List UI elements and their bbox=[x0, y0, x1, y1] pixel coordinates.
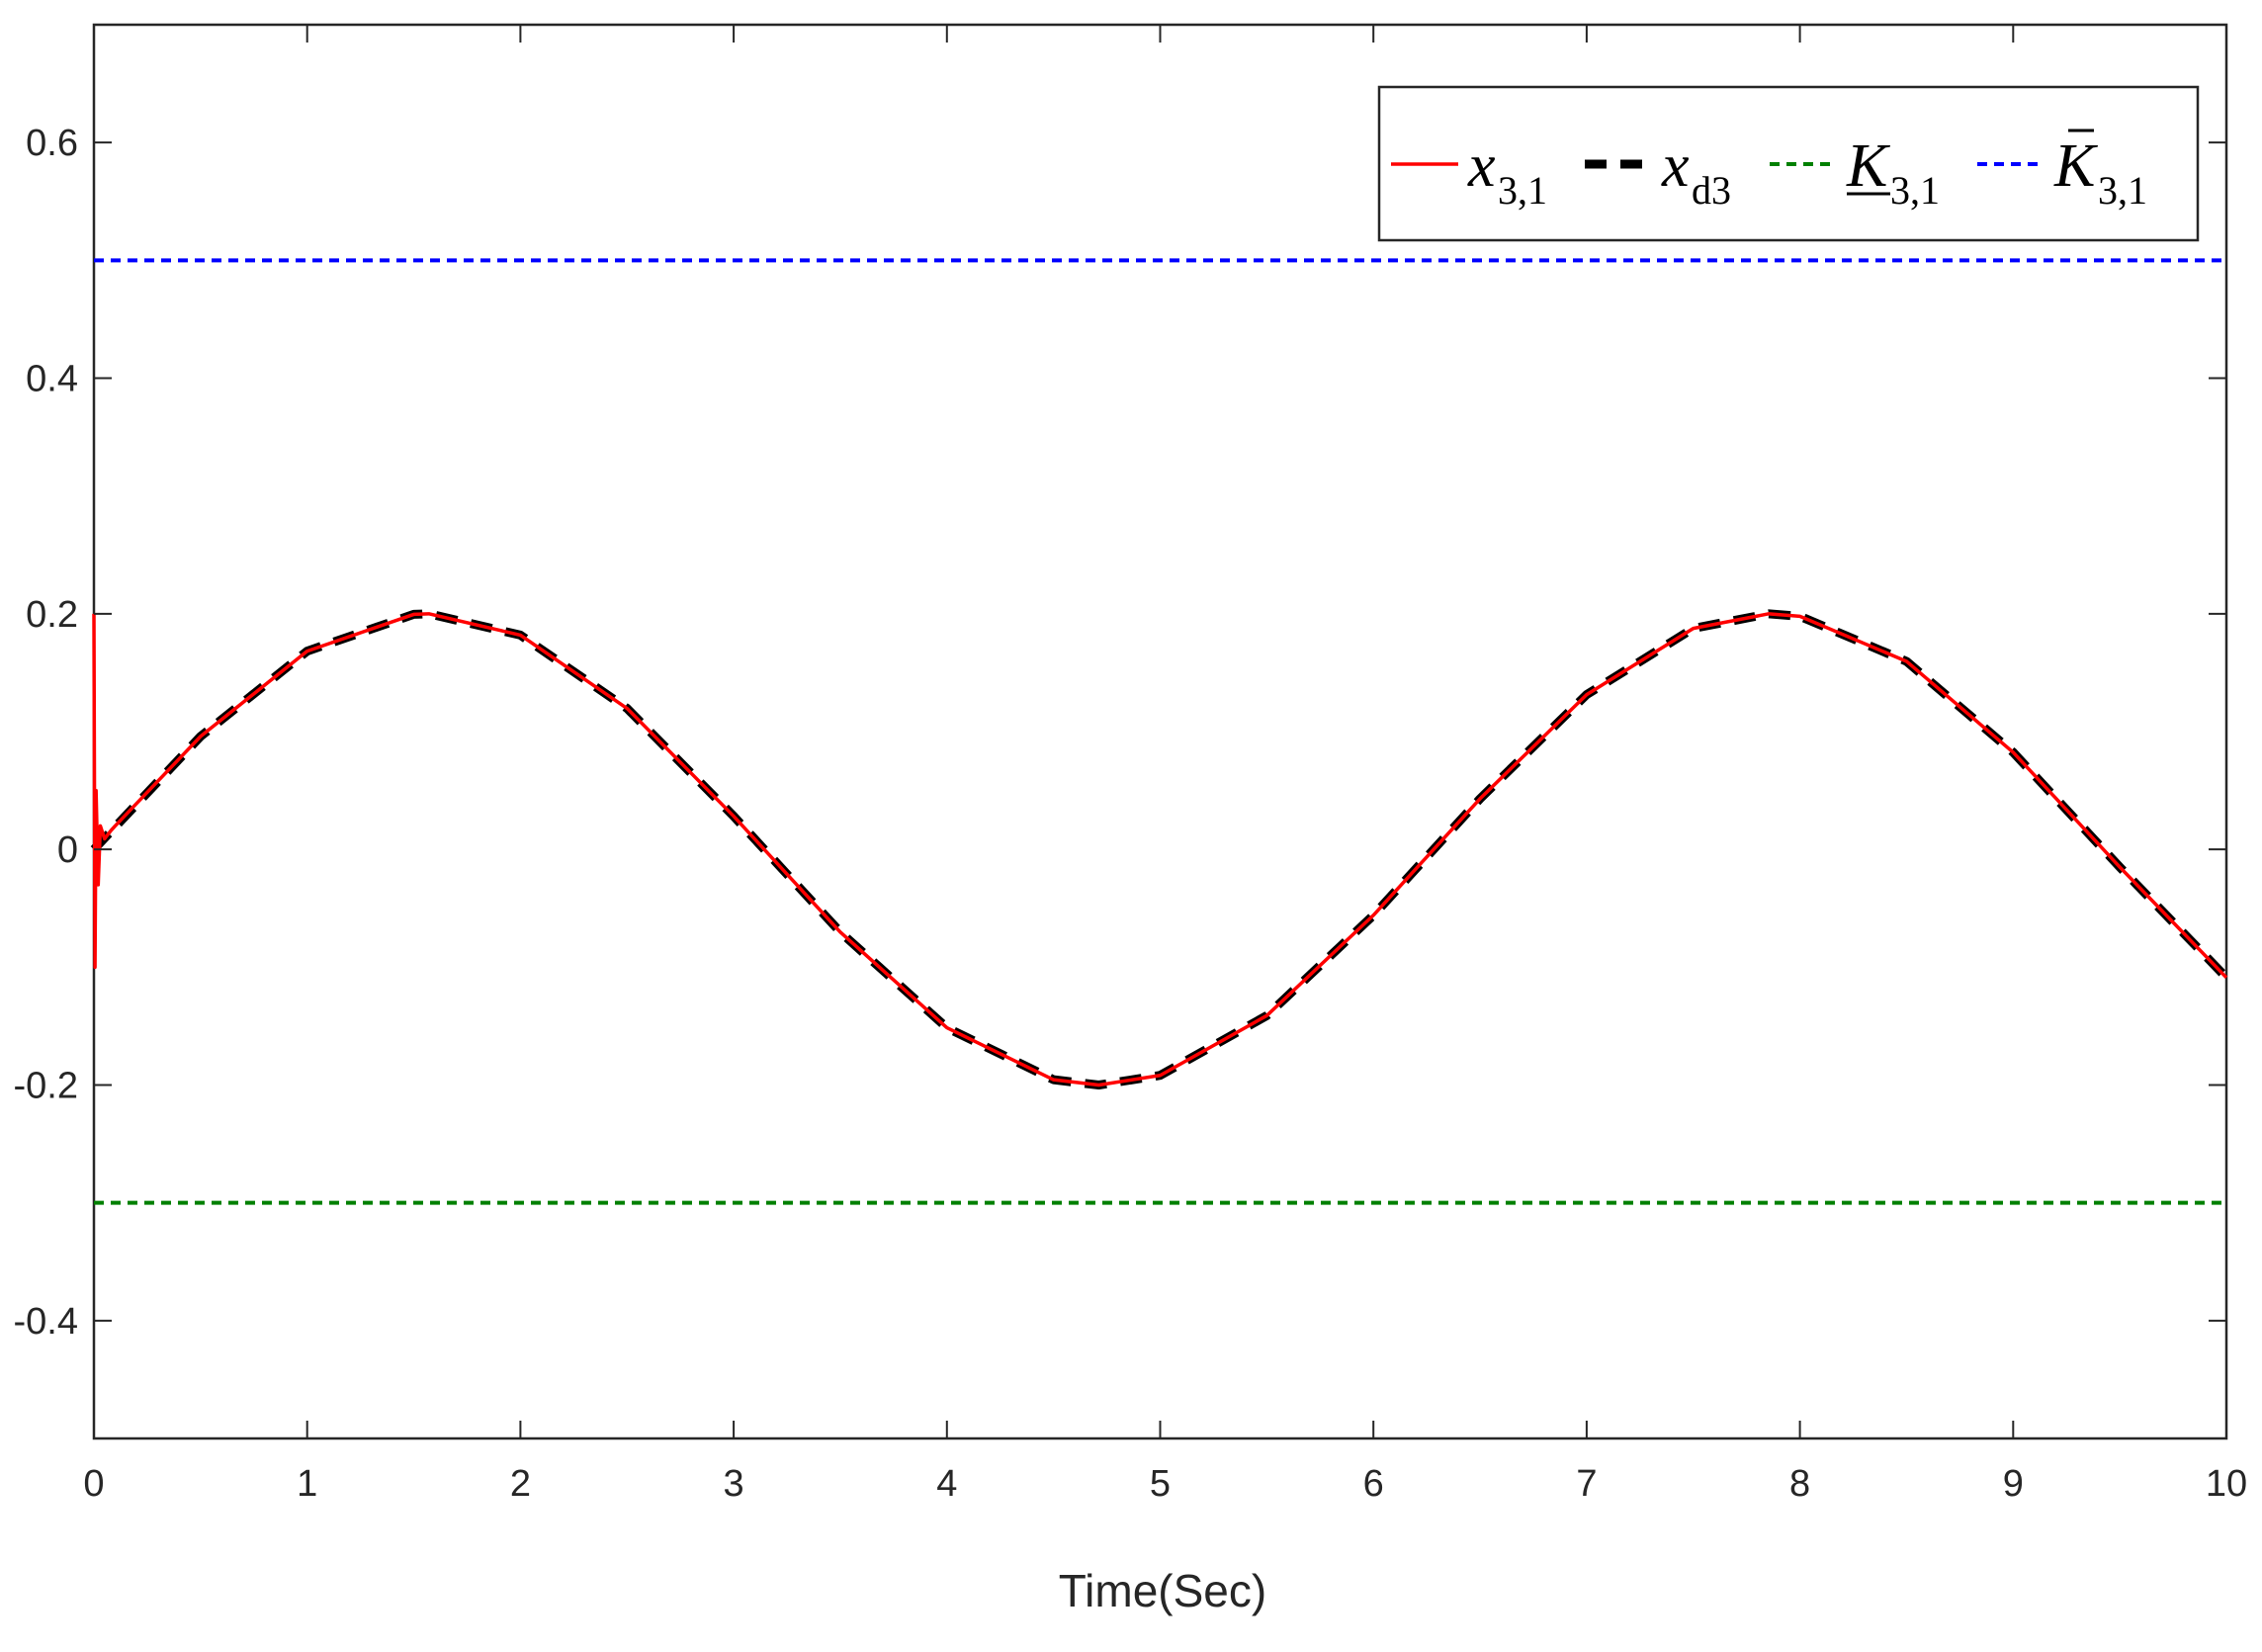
y-tick-label: 0.4 bbox=[26, 359, 78, 400]
x-tick-label: 1 bbox=[297, 1463, 317, 1505]
legend-label-sub-0: 3,1 bbox=[1498, 168, 1547, 213]
legend-label-main-1: x bbox=[1661, 132, 1690, 200]
legend-label-main-3: K bbox=[2053, 132, 2099, 200]
x-tick-label: 9 bbox=[2003, 1463, 2024, 1505]
x-tick-label: 8 bbox=[1789, 1463, 1810, 1505]
x-tick-label: 4 bbox=[936, 1463, 957, 1505]
y-tick-label: -0.4 bbox=[14, 1301, 78, 1343]
x-tick-label: 7 bbox=[1576, 1463, 1597, 1505]
legend-label-sub-2: 3,1 bbox=[1890, 168, 1940, 213]
y-tick-labels: -0.4 -0.2 0 0.2 0.4 0.6 bbox=[14, 123, 78, 1343]
ticks-layer bbox=[93, 25, 2227, 1438]
legend: x 3,1 x d3 K 3,1 K 3,1 bbox=[1377, 85, 2200, 242]
legend-label-sub-1: d3 bbox=[1692, 168, 1731, 213]
x-tick-label: 0 bbox=[83, 1463, 104, 1505]
legend-label-main-0: x bbox=[1467, 132, 1496, 200]
series-layer bbox=[90, 258, 2230, 1205]
y-tick-label: 0.6 bbox=[26, 123, 78, 164]
x-tick-label: 2 bbox=[510, 1463, 531, 1505]
y-tick-label: 0.2 bbox=[26, 594, 78, 636]
x-tick-labels: 0 1 2 3 4 5 6 7 8 9 10 bbox=[83, 1463, 2247, 1505]
legend-label-main-2: K bbox=[1846, 132, 1891, 200]
x-tick-label: 10 bbox=[2206, 1463, 2247, 1505]
legend-label-sub-3: 3,1 bbox=[2098, 168, 2147, 213]
x-axis-title: Time(Sec) bbox=[1059, 1565, 1266, 1616]
x-tick-label: 5 bbox=[1150, 1463, 1171, 1505]
y-tick-label: -0.2 bbox=[14, 1066, 78, 1107]
x-tick-label: 3 bbox=[724, 1463, 744, 1505]
x-tick-label: 6 bbox=[1363, 1463, 1384, 1505]
y-tick-label: 0 bbox=[57, 829, 78, 871]
series-line-0 bbox=[92, 612, 2228, 1087]
